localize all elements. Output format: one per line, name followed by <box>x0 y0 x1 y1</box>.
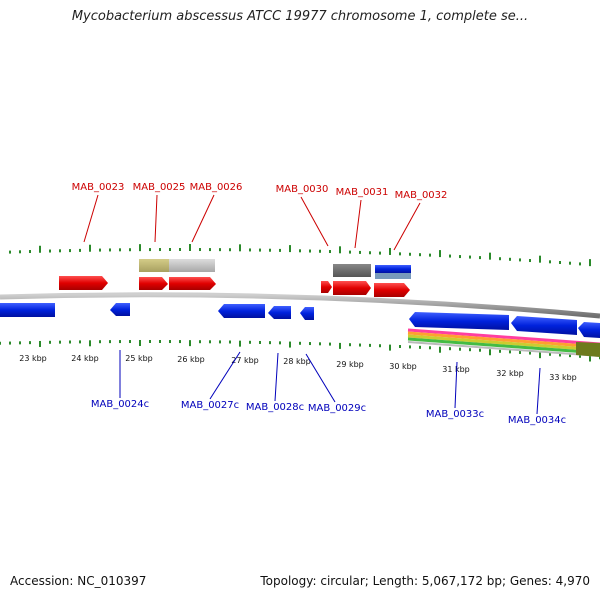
gene-label[interactable]: MAB_0032 <box>395 190 448 201</box>
gene-label[interactable]: MAB_0025 <box>133 182 186 193</box>
leader-line <box>83 194 99 243</box>
leader-line <box>274 352 279 402</box>
gene-mab-0029c[interactable] <box>300 307 314 320</box>
gene-label[interactable]: MAB_0034c <box>508 415 566 426</box>
leader-line <box>154 194 158 243</box>
leader-line <box>393 202 421 251</box>
leader-line <box>354 199 362 249</box>
ruler-label: 29 kbp <box>336 360 364 369</box>
accession-text: Accession: NC_010397 <box>10 574 147 588</box>
gene-right-edge[interactable] <box>578 322 600 338</box>
gene-mab-0027c[interactable] <box>218 304 265 318</box>
gene-label[interactable]: MAB_0026 <box>190 182 243 193</box>
feature-steel-block[interactable] <box>375 273 411 279</box>
gene-mab-0026[interactable] <box>169 277 216 290</box>
leader-line <box>300 196 329 247</box>
feature-dark-grey-block[interactable] <box>333 264 371 277</box>
gene-mab-0034c[interactable] <box>511 316 577 335</box>
ruler-label: 33 kbp <box>549 373 577 382</box>
ruler-label: 24 kbp <box>71 354 99 363</box>
reverse-gene-labels: MAB_0024c MAB_0027c MAB_0028c MAB_0029c MAB_… <box>91 350 566 426</box>
gene-mab-0033c[interactable] <box>409 312 509 330</box>
gene-mab-0030[interactable] <box>321 281 332 293</box>
ruler-label: 25 kbp <box>125 354 153 363</box>
ruler-label: 23 kbp <box>19 354 47 363</box>
ruler-label: 31 kbp <box>442 365 470 374</box>
feature-blue-block[interactable] <box>375 265 411 273</box>
gene-left-edge[interactable] <box>0 303 55 317</box>
colored-annotation-bands <box>407 328 600 357</box>
upper-tick-track <box>9 244 591 267</box>
gene-label[interactable]: MAB_0031 <box>336 187 389 198</box>
leader-line <box>305 353 336 403</box>
gene-mab-0025[interactable] <box>139 277 168 290</box>
leader-line <box>209 351 241 400</box>
gene-label[interactable]: MAB_0033c <box>426 409 484 420</box>
gene-mab-0023[interactable] <box>59 276 108 290</box>
gene-label[interactable]: MAB_0030 <box>276 184 329 195</box>
gene-label[interactable]: MAB_0028c <box>246 402 304 413</box>
map-title: Mycobacterium abscessus ATCC 19977 chrom… <box>71 9 529 24</box>
ruler-label: 32 kbp <box>496 369 524 378</box>
gene-label[interactable]: MAB_0023 <box>72 182 125 193</box>
leader-line <box>536 367 541 415</box>
gene-mab-0028c[interactable] <box>268 306 291 319</box>
reverse-strand-features <box>0 303 600 338</box>
ruler-label: 26 kbp <box>177 355 205 364</box>
lower-tick-track <box>0 340 600 362</box>
leader-line <box>454 361 458 409</box>
ruler-label: 28 kbp <box>283 357 311 366</box>
gene-mab-0024c[interactable] <box>110 303 130 316</box>
chromosome-backbone <box>0 292 600 319</box>
gene-mab-0032[interactable] <box>374 283 410 297</box>
ruler-label: 27 kbp <box>231 356 259 365</box>
kbp-ruler: 23 kbp 24 kbp 25 kbp 26 kbp 27 kbp 28 kbp 29 k… <box>19 354 577 382</box>
forward-strand-features <box>59 259 411 297</box>
feature-olive-band[interactable] <box>576 342 600 357</box>
feature-olive-block[interactable] <box>139 259 169 272</box>
ruler-label: 30 kbp <box>389 362 417 371</box>
leader-line <box>191 194 215 243</box>
gene-label[interactable]: MAB_0024c <box>91 399 149 410</box>
gene-mab-0031[interactable] <box>333 281 371 295</box>
gene-label[interactable]: MAB_0029c <box>308 403 366 414</box>
feature-grey-block[interactable] <box>169 259 215 272</box>
topology-text: Topology: circular; Length: 5,067,172 bp… <box>260 574 590 588</box>
gene-label[interactable]: MAB_0027c <box>181 400 239 411</box>
forward-gene-labels: MAB_0023 MAB_0025 MAB_0026 MAB_0030 MAB_0031… <box>72 182 448 251</box>
